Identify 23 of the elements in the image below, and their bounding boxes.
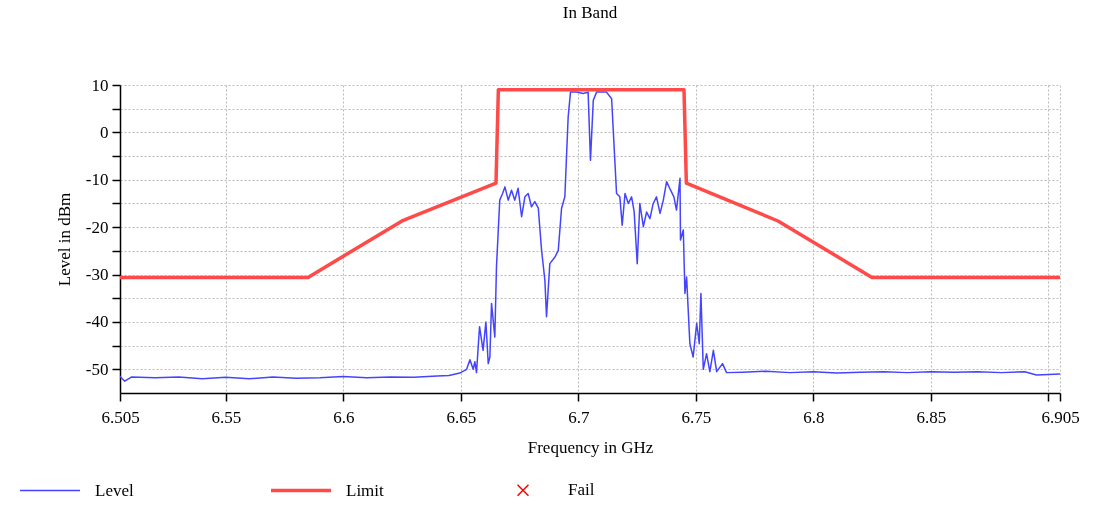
- legend-label: Fail: [568, 480, 595, 500]
- y-axis-title: Level in dBm: [54, 192, 74, 287]
- legend-label: Limit: [346, 480, 385, 500]
- x-tick-label: 6.6: [333, 407, 355, 427]
- x-tick-label: 6.75: [681, 407, 712, 427]
- x-tick-label: 6.55: [211, 407, 242, 427]
- line-series: [120, 91, 1060, 382]
- y-tick-label: -40: [85, 312, 109, 332]
- chart-title: In Band: [562, 3, 618, 22]
- y-tick-label: -50: [85, 359, 109, 379]
- x-tick-label: 6.905: [1041, 407, 1080, 427]
- legend-label: Level: [95, 480, 134, 500]
- y-tick-label: 10: [91, 75, 109, 95]
- y-tick-label: -30: [85, 265, 109, 285]
- y-tick-label: -10: [85, 170, 109, 190]
- x-tick-label: 6.85: [916, 407, 947, 427]
- y-tick-label: -20: [85, 217, 109, 237]
- x-tick-label: 6.65: [446, 407, 477, 427]
- x-tick-label: 6.505: [101, 407, 140, 427]
- x-tick-label: 6.8: [803, 407, 825, 427]
- x-tick-label: 6.7: [568, 407, 590, 427]
- y-tick-label: 0: [100, 122, 109, 142]
- x-axis-title: Frequency in GHz: [527, 437, 654, 457]
